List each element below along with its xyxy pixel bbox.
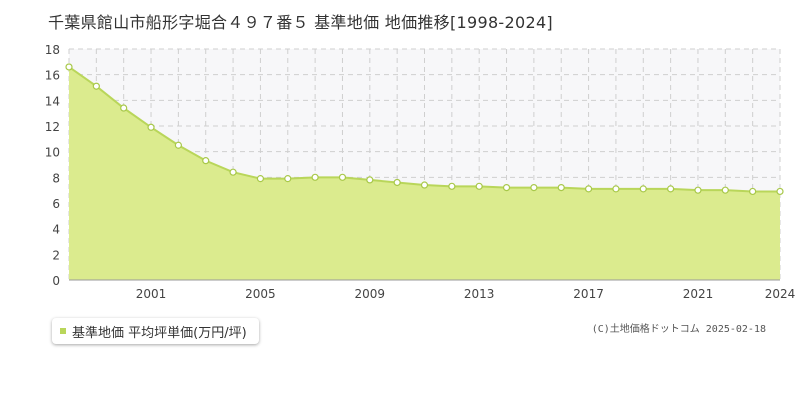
data-point xyxy=(502,184,511,192)
x-tick-label: 2013 xyxy=(464,287,495,301)
data-point xyxy=(475,182,483,190)
y-tick-label: 2 xyxy=(52,248,60,262)
y-tick-label: 18 xyxy=(45,43,60,57)
data-point xyxy=(92,82,100,90)
data-point xyxy=(366,176,374,184)
data-point xyxy=(174,141,182,149)
chart-title: 千葉県館山市船形字堀合４９７番５ 基準地価 地価推移[1998-2024] xyxy=(48,13,553,32)
data-point xyxy=(749,187,757,196)
x-tick-label: 2024 xyxy=(765,287,796,301)
data-point xyxy=(420,181,429,189)
legend[interactable]: 基準地価 平均坪単価(万円/坪) xyxy=(52,318,259,344)
legend-swatch-icon xyxy=(60,328,66,334)
data-point xyxy=(202,157,210,165)
y-tick-label: 10 xyxy=(45,146,60,160)
data-point xyxy=(256,175,265,183)
x-tick-label: 2009 xyxy=(355,287,386,301)
y-tick-label: 16 xyxy=(45,69,60,83)
data-point xyxy=(311,173,319,181)
data-point xyxy=(120,104,128,112)
y-tick-label: 8 xyxy=(52,171,60,185)
y-tick-label: 14 xyxy=(45,94,60,108)
legend-label: 基準地価 平均坪単価(万円/坪) xyxy=(72,325,247,341)
data-point xyxy=(721,186,729,194)
y-tick-label: 12 xyxy=(45,120,60,134)
copyright-text: (C)土地価格ドットコム 2025-02-18 xyxy=(591,324,766,335)
x-tick-label: 2005 xyxy=(245,287,276,301)
data-point xyxy=(393,178,401,187)
data-point xyxy=(612,185,620,193)
data-point xyxy=(229,168,237,176)
data-point xyxy=(284,175,292,183)
data-point xyxy=(147,123,155,131)
y-tick-label: 6 xyxy=(52,197,60,211)
y-tick-label: 0 xyxy=(52,274,60,288)
x-tick-label: 2021 xyxy=(683,287,714,301)
x-tick-label: 2001 xyxy=(136,287,167,301)
x-tick-label: 2017 xyxy=(573,287,604,301)
data-point xyxy=(694,186,702,194)
data-point xyxy=(776,187,784,196)
data-point xyxy=(338,173,347,181)
data-point xyxy=(667,185,675,193)
series-area xyxy=(69,66,780,280)
data-point xyxy=(530,184,538,192)
data-point xyxy=(65,63,73,71)
data-point xyxy=(557,184,565,192)
data-point xyxy=(639,185,647,193)
y-tick-label: 4 xyxy=(52,223,60,237)
data-point xyxy=(584,185,593,193)
data-point xyxy=(448,182,456,190)
